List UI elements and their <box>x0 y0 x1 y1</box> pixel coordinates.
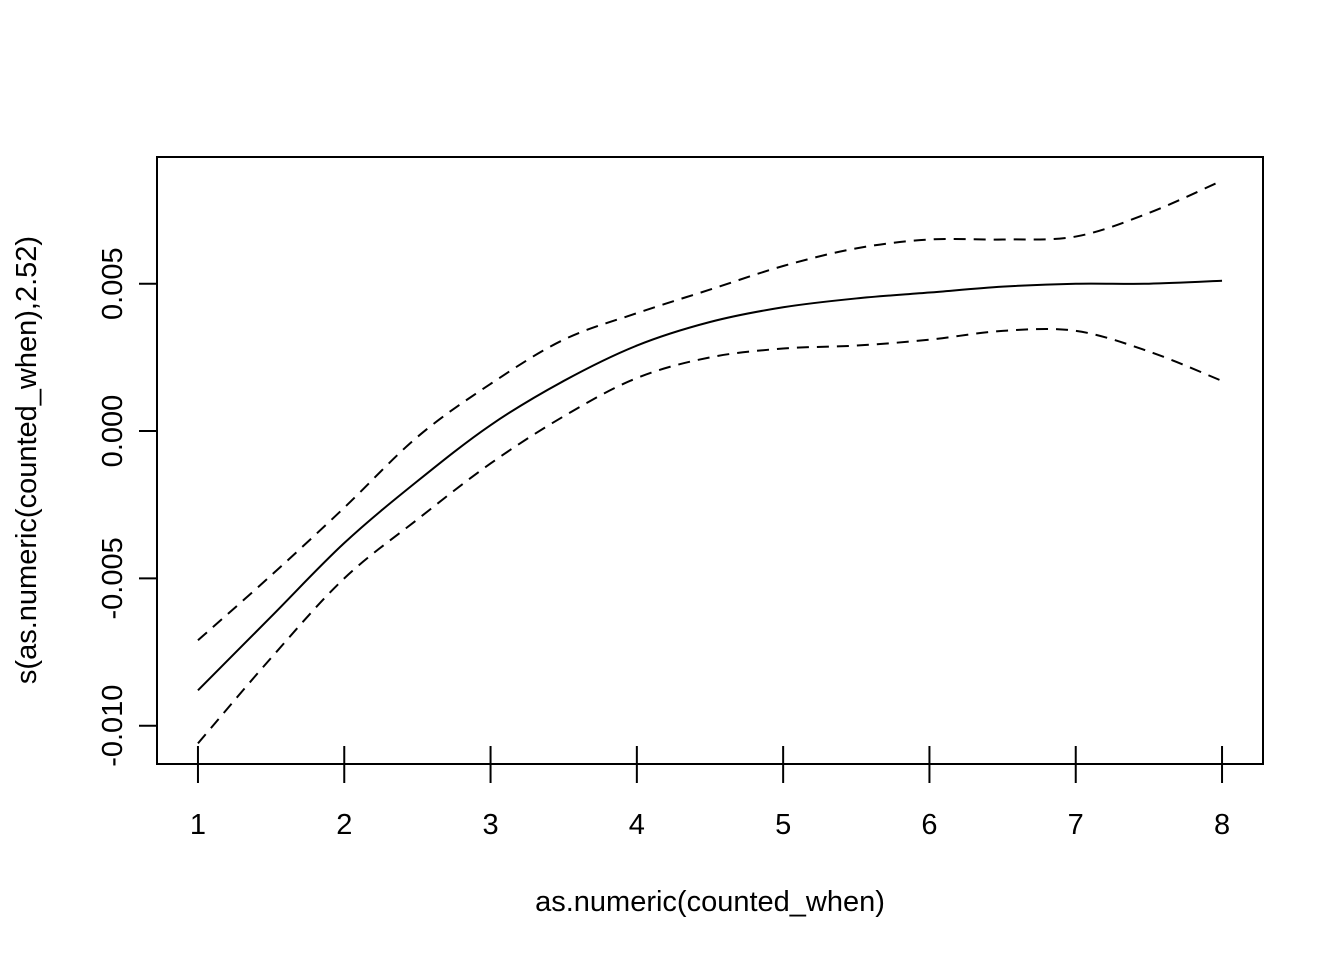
y-tick-label: -0.005 <box>97 537 129 619</box>
x-axis-label: as.numeric(counted_when) <box>535 886 885 918</box>
smooth-fit-line <box>197 279 1223 692</box>
x-tick-label: 7 <box>1068 809 1084 841</box>
x-tick-label: 8 <box>1214 809 1230 841</box>
x-axis: 1 2 3 4 5 6 7 8 <box>190 746 1230 841</box>
x-tick-label: 5 <box>775 809 791 841</box>
x-tick-label: 3 <box>482 809 498 841</box>
y-tick-label: 0.000 <box>97 395 129 468</box>
x-tick-label: 6 <box>921 809 937 841</box>
lower-band-line <box>197 327 1223 745</box>
series-layer <box>197 179 1223 745</box>
x-tick-label: 4 <box>629 809 645 841</box>
x-tick-label: 2 <box>336 809 352 841</box>
y-tick-label: -0.010 <box>97 685 129 767</box>
plot-frame <box>156 156 1264 765</box>
x-tick-label: 1 <box>190 809 206 841</box>
y-axis: -0.010 -0.005 0.000 0.005 <box>97 247 157 767</box>
y-axis-label: s(as.numeric(counted_when),2.52) <box>11 236 43 684</box>
y-tick-label: 0.005 <box>97 247 129 320</box>
